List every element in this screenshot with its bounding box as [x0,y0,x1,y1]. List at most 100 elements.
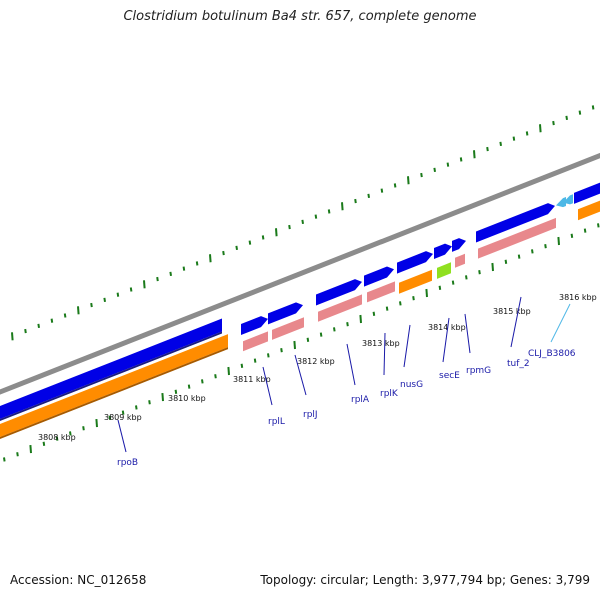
inner-tick [531,249,534,254]
outer-tick [261,235,265,240]
gene-bar-1 [272,317,304,340]
cds-reverse-long-shadow [0,347,228,440]
tick-labels: 3808 kbp 3809 kbp 3810 kbp 3811 kbp 3812 kbp… [38,293,597,442]
outer-tick [103,297,106,303]
outer-tick [314,214,318,219]
cds-forward-arrow-7 [476,203,555,243]
outer-tick [367,193,370,198]
inner-tick [412,296,415,301]
inner-tick [267,353,270,358]
outer-tick [195,261,199,266]
outer-tick [301,219,304,225]
inner-tick [504,259,508,264]
trna-arrow-1 [563,194,573,205]
inner-tick [583,228,587,233]
inner-tick [108,415,112,420]
outer-tick [327,209,331,214]
outer-tick [380,188,384,193]
accession-text: Accession: NC_012658 [10,573,147,587]
gene-bar-2 [318,294,362,322]
outer-tick [37,323,40,329]
inner-tick [187,384,191,389]
inner-tick [69,431,72,436]
cds-reverse-right [578,200,600,221]
outer-tick [486,146,489,152]
outer-tick [143,280,146,289]
outer-tick [24,328,27,334]
outer-tick [433,167,436,172]
inner-tick [465,275,468,280]
outer-tick [129,287,133,292]
cds-forward-arrow-2 [316,279,362,306]
cds-forward-arrow-0 [241,316,268,336]
gene-leader-nusG [403,324,411,368]
inner-tick [372,311,376,316]
outer-tick [473,150,476,159]
outer-tick [354,198,357,204]
gene-label-rplA: rplA [351,395,370,405]
gene-label-CLJ_B3806: CLJ_B3806 [528,349,576,359]
inner-tick [293,340,296,350]
inner-tick [319,332,323,337]
inner-tick [425,288,428,298]
outer-tick-marks [11,105,595,341]
inner-tick [557,236,560,246]
outer-tick [512,136,516,141]
outer-tick [235,245,238,251]
tick-label-4: 3812 kbp [297,357,335,366]
gene-leader-rplJ [294,354,307,396]
cds-rpoB-shadow [0,331,222,422]
gene-label-tuf_2: tuf_2 [507,359,530,369]
inner-tick [517,254,521,259]
outer-tick [539,124,542,133]
tick-label-5: 3813 kbp [362,339,400,348]
outer-tick [11,332,14,341]
outer-tick [116,292,120,297]
inner-tick [359,314,362,324]
outer-tick [182,266,186,271]
cds-rpoB [0,318,222,420]
inner-tick [306,337,310,342]
outer-tick [591,105,595,110]
outer-tick [407,176,410,185]
tick-label-6: 3814 kbp [428,323,466,332]
gene-label-rpmG: rpmG [466,366,491,376]
gene-bar-4 [455,253,465,268]
outer-tick [156,276,159,282]
backbone-track [0,152,600,395]
inner-tick [161,392,164,402]
inner-tick [544,244,547,249]
inner-tick [438,285,442,290]
inner-tick [491,262,494,272]
tick-label-7: 3815 kbp [493,307,531,316]
gene-bar-0 [243,331,268,352]
inner-tick [95,418,98,428]
gene-leader-rpmG [464,313,471,354]
outer-tick [288,224,291,230]
gene-leader-rpoB [117,419,127,453]
inner-tick [478,270,481,275]
outer-tick [50,318,54,323]
inner-tick [135,405,138,410]
inner-tick [227,366,230,376]
tick-label-8: 3816 kbp [559,293,597,302]
outer-tick [169,271,172,277]
outer-tick [525,131,529,136]
cds-reverse-long [0,334,228,438]
tick-label-0: 3808 kbp [38,433,76,442]
gene-leader-rplL [262,366,273,406]
inner-tick [29,444,32,454]
inner-tick [253,358,257,363]
inner-tick [3,457,6,462]
outer-tick [578,110,582,115]
gene-label-secE: secE [439,371,460,381]
genome-summary-text: Topology: circular; Length: 3,977,794 bp… [260,573,590,587]
inner-tick [597,223,600,228]
inner-tick [385,306,389,311]
outer-tick [420,172,423,178]
gene-leader-rplA [346,343,356,386]
gene-label-nusG: nusG [400,380,423,390]
inner-tick [333,327,336,332]
trna-arrow-0 [556,196,566,208]
inner-tick [280,348,283,353]
